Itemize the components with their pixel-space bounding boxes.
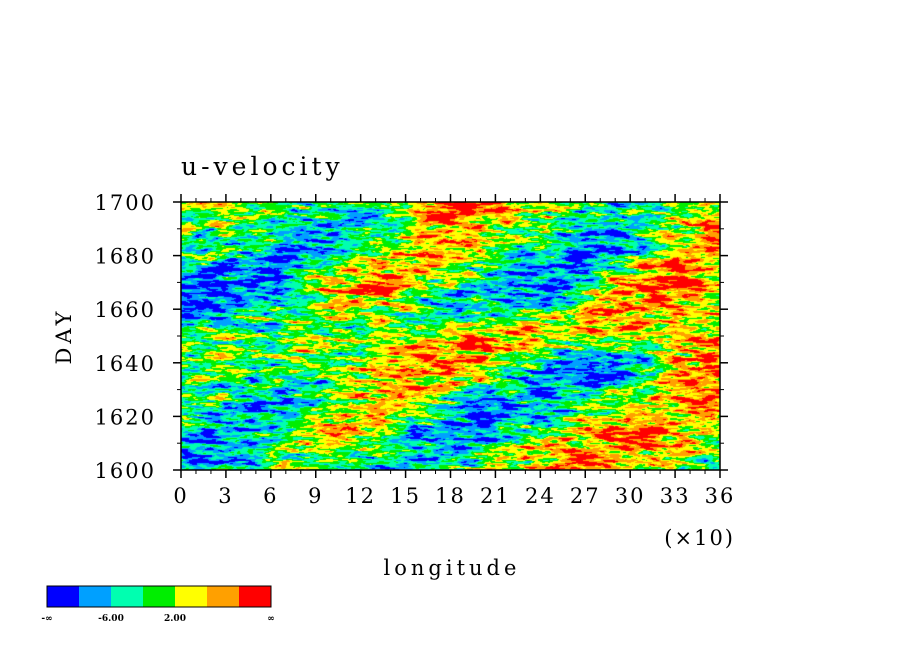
x-tick-label: 24: [525, 484, 556, 508]
x-tick-label: 6: [263, 484, 278, 508]
x-tick-label: 30: [615, 484, 646, 508]
plot-area: [180, 201, 721, 471]
x-tick-label: 27: [570, 484, 601, 508]
x-axis-multiplier-label: (×10): [664, 526, 735, 550]
y-tick-label: 1640: [95, 352, 156, 376]
colorbar-label-neg-inf: -∞: [41, 614, 52, 624]
x-axis-ticks: [180, 194, 721, 478]
colorbar-swatch: [207, 586, 240, 607]
colorbar: -∞ -6.00 2.00 ∞: [41, 585, 275, 624]
x-tick-label: 15: [390, 484, 421, 508]
chart-title: u-velocity: [181, 152, 344, 181]
x-tick-label: 21: [480, 484, 511, 508]
colorbar-label-pos-inf: ∞: [267, 614, 275, 624]
x-tick-label: 18: [435, 484, 466, 508]
x-tick-label: 9: [308, 484, 323, 508]
colorbar-label-2: 2.00: [164, 614, 186, 624]
y-tick-label: 1680: [95, 245, 156, 269]
colorbar-swatch: [175, 586, 208, 607]
x-tick-label: 33: [660, 484, 691, 508]
colorbar-swatch: [239, 586, 272, 607]
colorbar-swatch: [79, 586, 112, 607]
x-tick-label: 12: [345, 484, 376, 508]
colorbar-swatch: [47, 586, 80, 607]
colorbar-frame: [46, 585, 272, 608]
y-tick-label: 1660: [95, 298, 156, 322]
colorbar-label-minus-6: -6.00: [98, 614, 124, 624]
y-axis-label: DAY: [52, 307, 76, 364]
x-tick-label: 0: [173, 484, 188, 508]
colorbar-swatch: [111, 586, 144, 607]
x-axis-tick-labels: 0 3 6 9 12 15 18 21 24 27 30 33 36: [173, 484, 736, 508]
y-axis-tick-labels: 1600 1620 1640 1660 1680 1700: [95, 191, 156, 483]
y-axis-ticks: [173, 201, 728, 471]
x-axis-label: longitude: [384, 556, 521, 580]
colorbar-swatches: [47, 586, 272, 607]
u-velocity-field: [181, 202, 720, 470]
y-tick-label: 1700: [95, 191, 156, 215]
x-tick-label: 36: [705, 484, 736, 508]
colorbar-swatch: [143, 586, 176, 607]
y-tick-label: 1600: [95, 459, 156, 483]
y-tick-label: 1620: [95, 405, 156, 429]
x-tick-label: 3: [218, 484, 233, 508]
